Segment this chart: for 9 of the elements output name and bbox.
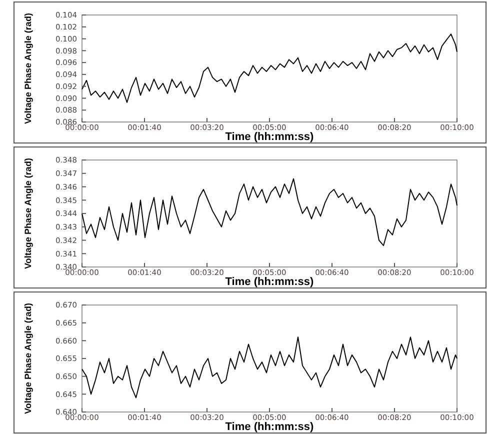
y-axis-title: Voltage Phase Angle (rad)	[23, 303, 33, 414]
line-series	[82, 178, 458, 246]
line-series	[82, 336, 458, 398]
line-series	[82, 34, 458, 103]
x-axis-title: Time (hh:mm:ss)	[225, 131, 314, 143]
x-axis-title: Time (hh:mm:ss)	[225, 276, 314, 288]
y-axis-title: Voltage Phase Angle (rad)	[23, 158, 33, 269]
y-axis-title: Voltage Phase Angle (rad)	[23, 13, 33, 124]
x-axis-title: Time (hh:mm:ss)	[225, 421, 314, 433]
